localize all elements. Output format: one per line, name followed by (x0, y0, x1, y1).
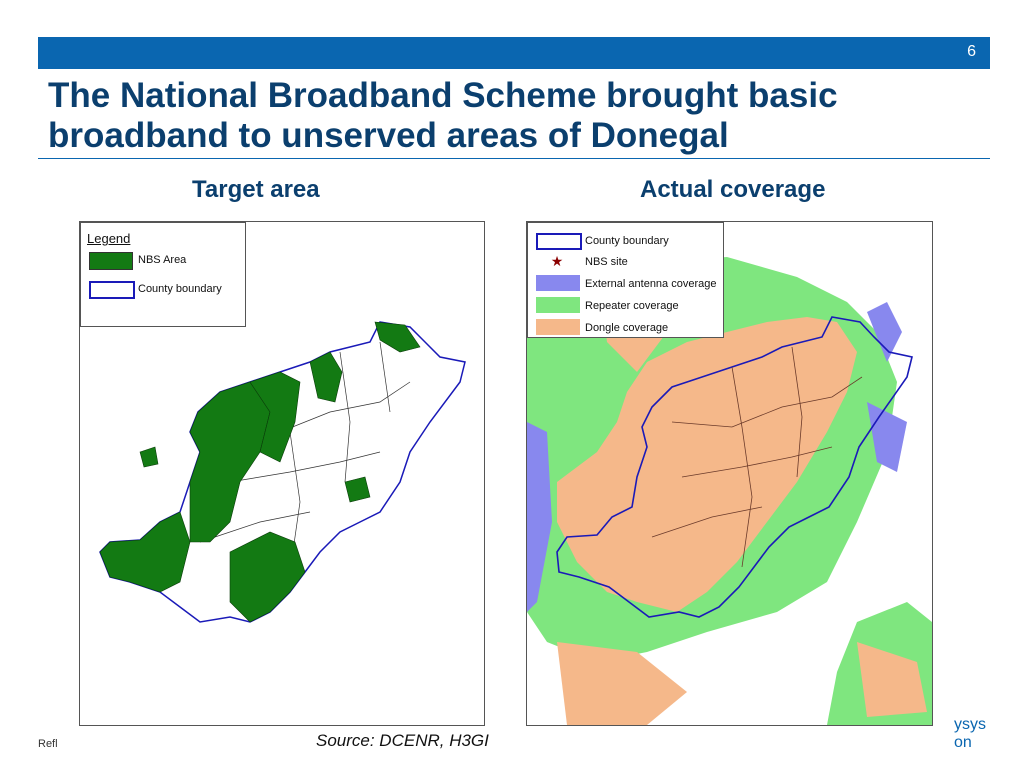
brand-logo-text: ysys on (954, 716, 986, 752)
nbs-site-label: NBS site (585, 256, 628, 268)
slide-number: 6 (967, 43, 976, 60)
repeater-label: Repeater coverage (585, 300, 679, 312)
target-area-legend: Legend NBS Area County boundary (80, 222, 246, 327)
brand-line-2: on (954, 734, 972, 751)
slide-title: The National Broadband Scheme brought ba… (48, 76, 838, 155)
repeater-swatch (536, 297, 580, 313)
actual-coverage-map: County boundary ★ NBS site External ante… (526, 221, 933, 726)
actual-coverage-legend: County boundary ★ NBS site External ante… (527, 222, 724, 338)
county-boundary-swatch (89, 281, 135, 299)
dongle-label: Dongle coverage (585, 322, 669, 334)
header-bar: 6 (38, 37, 990, 69)
nbs-area-swatch (89, 252, 133, 270)
target-area-map-drawing (99, 321, 466, 623)
right-map-heading: Actual coverage (640, 176, 826, 203)
county-boundary-label: County boundary (138, 283, 222, 295)
source-note: Source: DCENR, H3GI (316, 731, 489, 750)
nbs-site-star-icon: ★ (550, 253, 564, 269)
external-antenna-swatch (536, 275, 580, 291)
dongle-swatch (536, 319, 580, 335)
left-map-heading: Target area (192, 176, 320, 203)
brand-line-1: ysys (954, 716, 986, 733)
target-area-map: Legend NBS Area County boundary (79, 221, 485, 726)
legend-title: Legend (87, 231, 131, 246)
county-boundary-label: County boundary (585, 235, 669, 247)
actual-coverage-map-drawing (527, 247, 932, 725)
county-boundary-swatch (536, 233, 582, 250)
nbs-area-label: NBS Area (138, 254, 187, 266)
footer-text: Refl (38, 738, 58, 750)
title-divider (38, 158, 990, 159)
external-antenna-label: External antenna coverage (585, 278, 717, 290)
